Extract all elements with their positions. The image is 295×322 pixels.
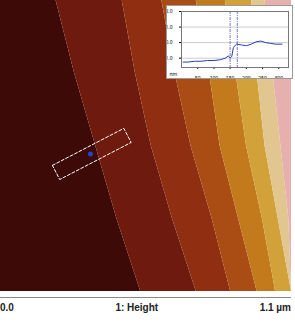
svg-text:100: 100 <box>210 75 219 78</box>
html-text:1: Height: 1: Height <box>115 302 159 313</box>
svg-text:300: 300 <box>274 75 283 78</box>
svg-text:2.0: 2.0 <box>167 8 173 14</box>
svg-text:250: 250 <box>258 75 267 78</box>
html-text:1.1 µm: 1.1 µm <box>259 302 291 313</box>
svg-text:nm: nm <box>170 71 178 77</box>
svg-text:0.0: 0.0 <box>167 39 173 45</box>
html-text:0.0: 0.0 <box>0 302 14 313</box>
svg-text:150: 150 <box>226 75 235 78</box>
svg-text:200: 200 <box>242 75 251 78</box>
svg-text:1.0: 1.0 <box>167 24 173 30</box>
svg-text:−1.0: −1.0 <box>167 55 173 61</box>
svg-text:50: 50 <box>195 75 201 78</box>
